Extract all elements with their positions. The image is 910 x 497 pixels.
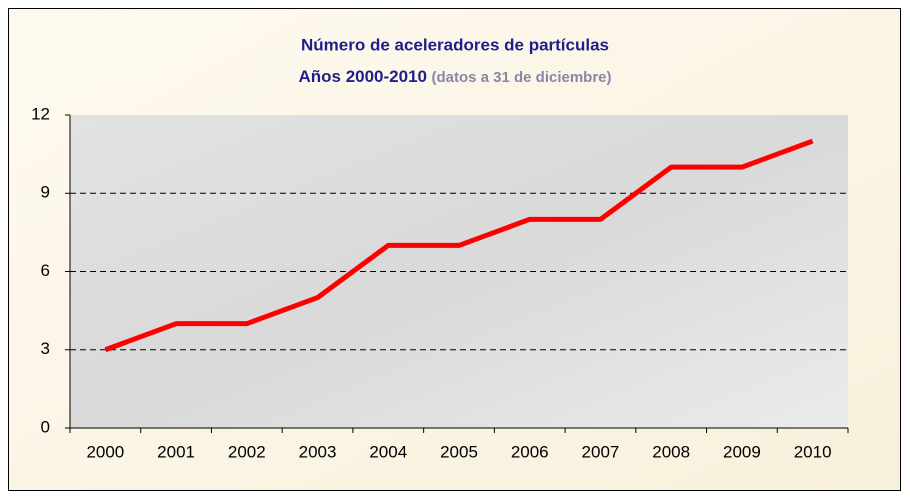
x-tick-label: 2009	[723, 442, 761, 461]
x-tick-label: 2006	[511, 442, 549, 461]
x-tick-label: 2008	[652, 442, 690, 461]
y-tick-label: 3	[41, 339, 50, 358]
x-tick-label: 2002	[228, 442, 266, 461]
x-tick-label: 2007	[582, 442, 620, 461]
x-tick-label: 2001	[157, 442, 195, 461]
x-tick-label: 2010	[794, 442, 832, 461]
subtitle-note: (datos a 31 de diciembre)	[431, 69, 611, 86]
x-tick-label: 2000	[86, 442, 124, 461]
x-tick-label: 2005	[440, 442, 478, 461]
y-tick-label: 12	[31, 104, 50, 123]
chart-title: Número de aceleradores de partículas	[301, 35, 609, 54]
page: {"chart_data": {"type": "line", "title":…	[0, 0, 910, 492]
subtitle: Años 2000-2010	[298, 67, 427, 86]
y-tick-label: 9	[41, 183, 50, 202]
x-tick-label: 2003	[299, 442, 337, 461]
x-tick-label: 2004	[369, 442, 407, 461]
chart: Número de aceleradores de partículas Año…	[0, 0, 910, 492]
chart-subtitle: Años 2000-2010 (datos a 31 de diciembre)	[298, 67, 611, 86]
y-tick-label: 6	[41, 261, 50, 280]
y-tick-label: 0	[41, 417, 50, 436]
